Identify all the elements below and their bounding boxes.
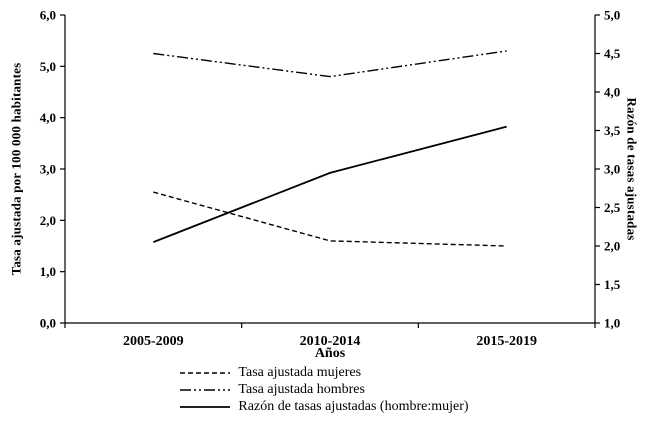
legend: Tasa ajustada mujeres Tasa ajustada hombr… — [179, 364, 469, 415]
x-axis-category-label: 2015-2019 — [476, 334, 537, 349]
x-axis-category-label: 2005-2009 — [123, 334, 184, 349]
left-axis-tick-label: 0,0 — [40, 316, 56, 331]
right-axis-tick-label: 2,0 — [604, 239, 620, 254]
right-axis-tick-label: 4,5 — [604, 46, 621, 61]
right-axis-title: Razón de tasas ajustadas — [625, 97, 640, 241]
left-axis-tick-label: 5,0 — [40, 59, 56, 74]
legend-item: Razón de tasas ajustadas (hombre:mujer) — [179, 398, 469, 415]
right-axis-tick-label: 4,0 — [604, 85, 620, 100]
legend-label: Razón de tasas ajustadas (hombre:mujer) — [238, 398, 469, 414]
series-line-0 — [153, 191, 507, 247]
right-axis-tick-label: 3,5 — [604, 123, 621, 138]
series-line-1 — [153, 50, 507, 78]
right-axis-tick-label: 2,5 — [604, 200, 621, 215]
left-axis-tick-label: 4,0 — [40, 110, 56, 125]
legend-label: Tasa ajustada mujeres — [238, 364, 362, 380]
legend-item: Tasa ajustada mujeres — [179, 364, 361, 381]
legend-line-sample — [180, 371, 231, 374]
right-axis-title-area: Razón de tasas ajustadas — [618, 15, 646, 323]
left-axis-tick-label: 6,0 — [40, 8, 56, 23]
right-axis-tick-label: 5,0 — [604, 8, 620, 23]
left-axis-tick-label: 2,0 — [40, 213, 56, 228]
legend-label: Tasa ajustada hombres — [238, 381, 365, 397]
legend-area: Tasa ajustada mujeres Tasa ajustada hombr… — [0, 364, 648, 415]
legend-line-sample — [180, 388, 231, 391]
legend-item: Tasa ajustada hombres — [179, 381, 365, 398]
right-axis-tick-label: 1,0 — [604, 316, 620, 331]
left-axis-tick-label: 3,0 — [40, 162, 56, 177]
left-axis-tick-label: 1,0 — [40, 264, 56, 279]
series-line-2 — [153, 125, 507, 243]
right-axis-tick-label: 3,0 — [604, 162, 620, 177]
right-axis-tick-label: 1,5 — [604, 277, 621, 292]
x-axis-category-label: 2010-2014 — [300, 334, 361, 349]
x-axis-title: Años — [314, 346, 346, 361]
legend-line-sample — [180, 405, 231, 408]
left-axis-title: Tasa ajustada por 100 000 habitantes — [8, 62, 23, 276]
left-axis-title-area: Tasa ajustada por 100 000 habitantes — [2, 15, 30, 323]
